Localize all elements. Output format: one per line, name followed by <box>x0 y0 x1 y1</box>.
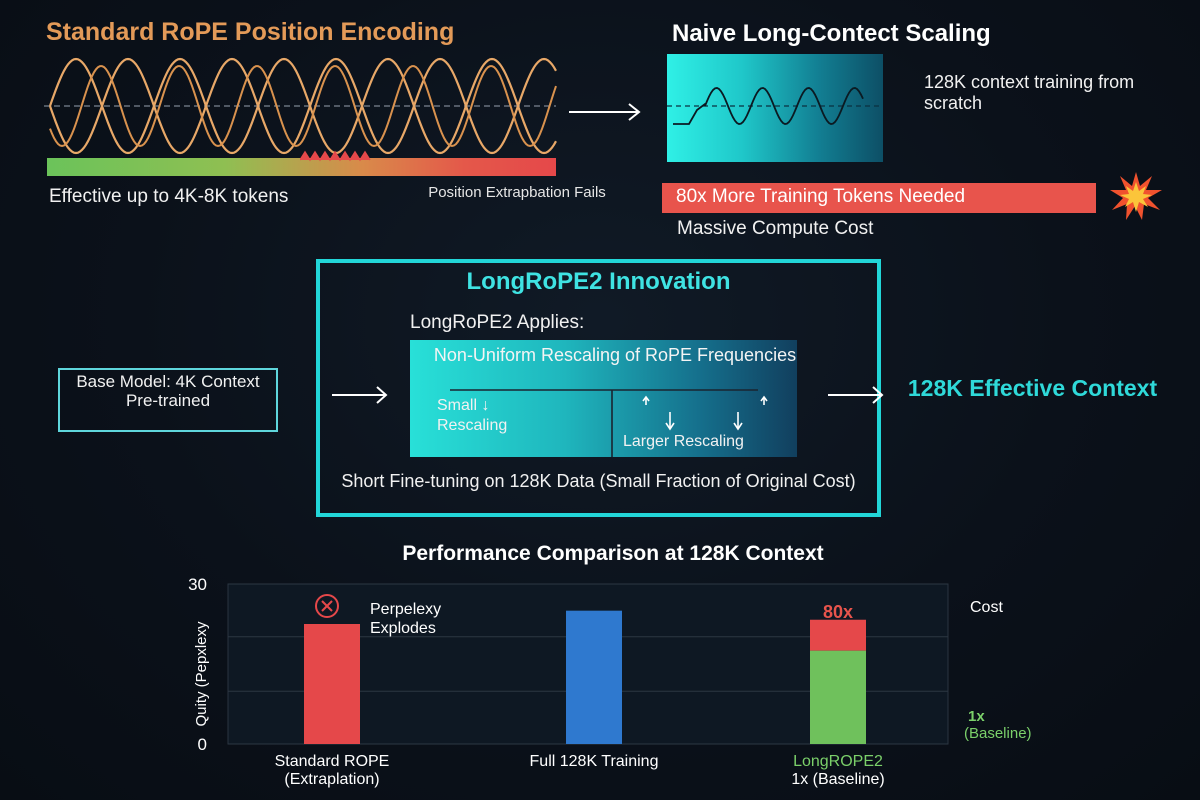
cost-header-label: Cost <box>970 599 1003 616</box>
bar <box>810 650 866 744</box>
effective-range-label: Effective up to 4K-8K tokens <box>49 186 289 207</box>
right-arrow-icon <box>332 386 388 404</box>
category-label: LongROPE2 <box>793 753 883 770</box>
extrapolation-fails-label: Position Extrapbation Fails <box>428 184 606 201</box>
training-tokens-warning <box>662 183 1096 213</box>
training-tokens-label: 80x More Training Tokens Needed <box>676 186 966 207</box>
rope-waveform <box>44 57 557 155</box>
explodes-label: Perpelexy <box>370 601 441 618</box>
x-stroke <box>321 600 333 612</box>
baseline-value-label: 1x <box>968 708 985 725</box>
bar <box>566 610 622 744</box>
rescaling-panel <box>410 340 797 457</box>
extrapolation-zigzag <box>300 150 371 162</box>
baseline-note-label: (Baseline) <box>964 725 1032 742</box>
scratch-training-label: 128K context training from scratch <box>924 72 1135 113</box>
category-label: (Extraplation) <box>284 771 379 788</box>
innovation-panel <box>316 259 881 517</box>
bar-segment-cost <box>810 619 866 651</box>
bar <box>304 624 360 744</box>
finetune-label: Short Fine-tuning on 128K Data (Small Fr… <box>341 471 856 491</box>
category-label: Standard ROPE <box>275 753 390 770</box>
cost-value-label: 80x <box>823 602 853 622</box>
innovation-title: LongRoPE2 Innovation <box>466 268 731 295</box>
y-axis-label: Quity (Pepxlexy <box>193 621 210 727</box>
small-rescaling-label: Small ↓ Rescaling <box>437 397 508 434</box>
effective-context-label: 128K Effective Context <box>907 375 1158 401</box>
y-tick-label: 30 <box>188 575 207 594</box>
right-arrow-icon <box>569 103 641 121</box>
chart-title: Performance Comparison at 128K Context <box>402 542 824 565</box>
y-tick-label: 0 <box>198 735 207 754</box>
rescaling-diagram <box>450 389 768 457</box>
base-model-box <box>58 368 278 432</box>
rope-section-title: Standard RoPE Position Encoding <box>46 18 455 46</box>
right-arrow-icon <box>828 386 884 404</box>
effective-range-bar <box>47 158 556 176</box>
explodes-label: Explodes <box>370 620 436 637</box>
base-model-label: Base Model: 4K Context Pre-trained <box>76 372 260 410</box>
applies-label: LongRoPE2 Applies: <box>410 312 585 333</box>
larger-rescaling-label: Larger Rescaling <box>623 433 744 450</box>
naive-section-title: Naive Long-Contect Scaling <box>672 20 991 47</box>
naive-waveform <box>667 87 883 125</box>
category-label: 1x (Baseline) <box>791 771 884 788</box>
explosion-icon <box>1110 172 1162 220</box>
rescaling-title: Non-Uniform Rescaling of RoPE Frequencie… <box>433 345 797 365</box>
x-circle-ring <box>315 594 339 618</box>
category-label: Full 128K Training <box>530 753 659 770</box>
compute-cost-label: Massive Compute Cost <box>677 218 874 239</box>
x-circle-icon <box>315 594 339 618</box>
performance-chart: 30 0 Quity (Pepxlexy Standard ROPE(Extrapla… <box>188 575 1032 788</box>
